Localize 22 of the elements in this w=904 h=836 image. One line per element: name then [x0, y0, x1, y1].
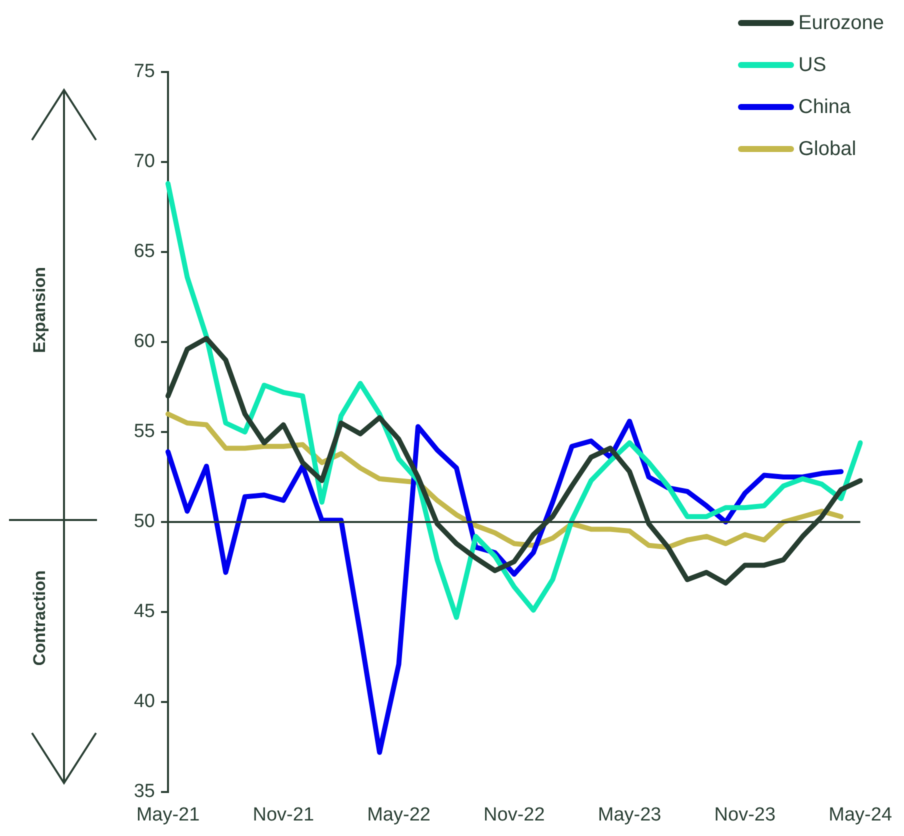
- y-tick-label: 55: [134, 421, 155, 442]
- legend-label: US: [798, 54, 826, 76]
- x-tick-label: May-23: [598, 804, 662, 826]
- y-tick-label: 35: [134, 781, 155, 802]
- x-tick-label: May-24: [828, 804, 892, 826]
- x-tick-label: Nov-21: [252, 804, 314, 826]
- legend-label: Eurozone: [798, 12, 884, 34]
- x-tick-label: Nov-22: [484, 804, 545, 826]
- y-tick-label: 65: [134, 241, 155, 262]
- x-tick-label: May-22: [367, 804, 430, 826]
- y-tick-label: 60: [134, 331, 155, 352]
- y-tick-label: 45: [134, 601, 155, 622]
- y-tick-label: 75: [134, 61, 155, 82]
- text: Expansion: [30, 267, 50, 353]
- y-tick-label: 70: [134, 151, 155, 172]
- legend-label: China: [798, 96, 851, 118]
- x-tick-label: Nov-23: [714, 804, 776, 826]
- y-tick-label: 50: [134, 511, 155, 532]
- y-tick-label: 40: [134, 691, 155, 712]
- text: Contraction: [30, 570, 50, 666]
- legend-label: Global: [798, 138, 856, 160]
- x-tick-label: May-21: [136, 804, 200, 826]
